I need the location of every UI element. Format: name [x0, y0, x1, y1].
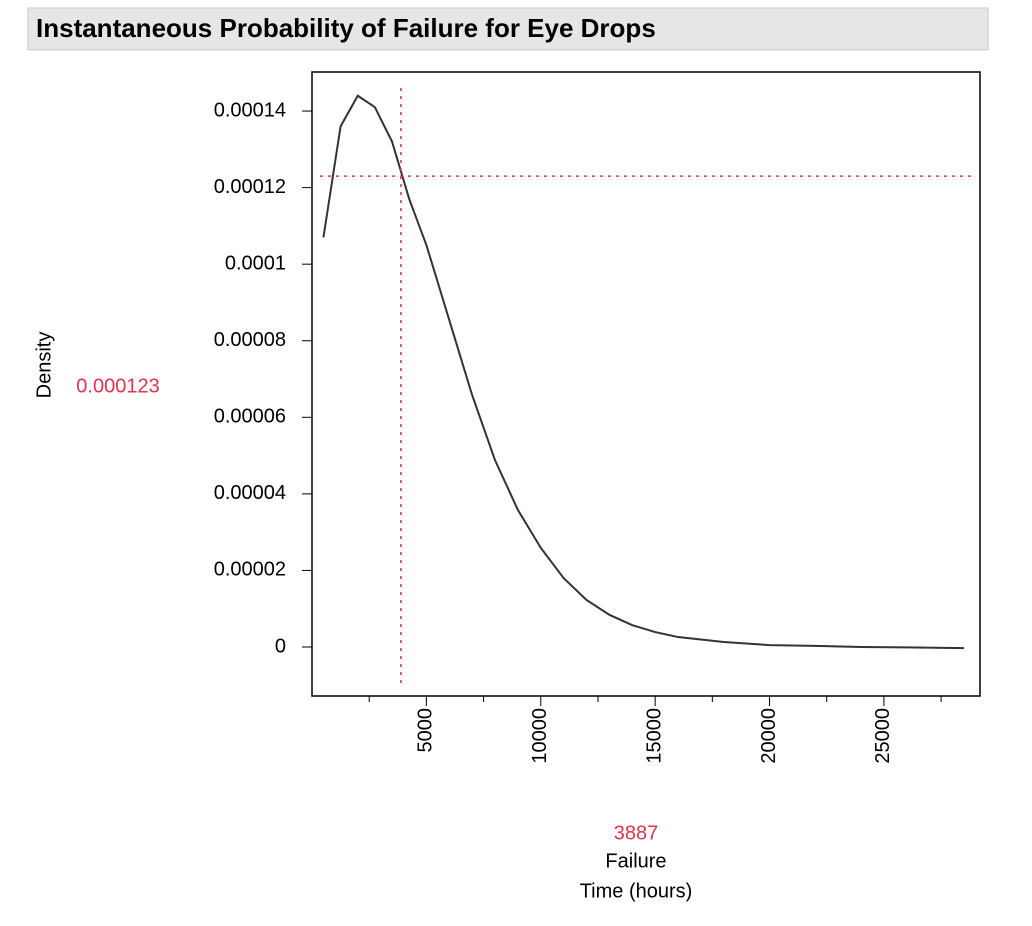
y-tick-label: 0.00002	[214, 559, 286, 581]
chart-title: Instantaneous Probability of Failure for…	[36, 13, 656, 43]
crosshair-x-readout: 3887	[614, 822, 659, 844]
x-axis-label: Failure	[605, 850, 666, 872]
x-tick-label: 15000	[643, 708, 665, 764]
y-tick-label: 0	[275, 635, 286, 657]
y-axis-label: Density	[33, 332, 55, 399]
x-tick-label: 25000	[872, 708, 894, 764]
x-axis-label: Time (hours)	[580, 880, 693, 902]
crosshair-y-readout: 0.000123	[76, 375, 159, 397]
y-tick-label: 0.00004	[214, 482, 286, 504]
y-tick-label: 0.00012	[214, 176, 286, 198]
x-tick-label: 5000	[415, 708, 437, 753]
density-line	[322, 94, 964, 650]
x-tick-label: 20000	[758, 708, 780, 764]
y-tick-label: 0.00008	[214, 329, 286, 351]
x-tick-label: 10000	[529, 708, 551, 764]
title-bar	[27, 7, 989, 51]
y-tick-label: 0.0001	[225, 252, 286, 274]
y-tick-label: 0.00014	[214, 99, 286, 121]
y-tick-label: 0.00006	[214, 406, 286, 428]
plot-frame	[311, 71, 981, 697]
